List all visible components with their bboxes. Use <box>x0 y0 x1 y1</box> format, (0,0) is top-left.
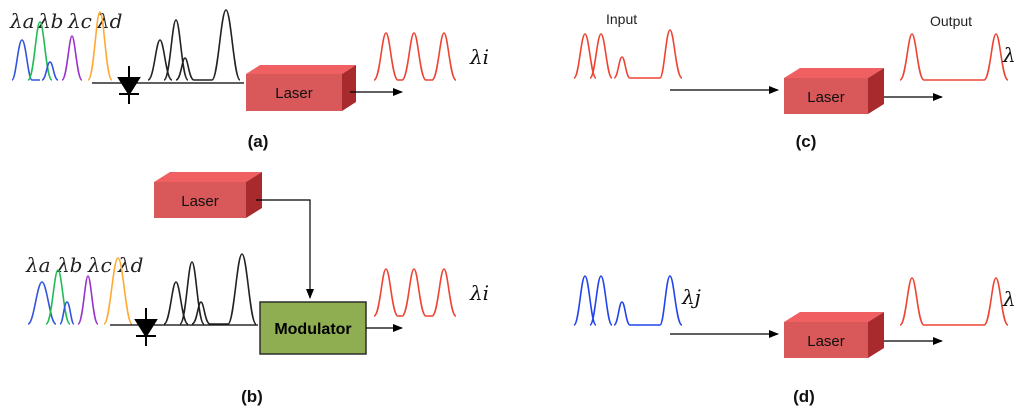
panel-a-laser-label: Laser <box>275 85 313 102</box>
panel-b-modulator: Modulator <box>259 301 367 355</box>
lambda-b-label: λb <box>37 9 63 33</box>
panel-c-output-spectrum <box>899 33 1009 81</box>
peak-lambda-c <box>61 35 83 81</box>
panel-c-laser-label: Laser <box>807 89 845 106</box>
panel-d-laser-label: Laser <box>807 333 845 350</box>
panel-b-wavelength-labels: λa λb λc λd <box>25 253 143 277</box>
panel-c-laser: Laser <box>784 68 884 114</box>
panel-d-input-label: λj <box>681 285 701 309</box>
peak-lambda-d <box>87 11 113 81</box>
panel-d-laser: Laser <box>784 312 884 358</box>
panel-d-input-spectrum <box>573 275 683 326</box>
lambda-a-label: λa <box>9 9 35 33</box>
panel-a-detected-peaks <box>147 9 241 81</box>
panel-a-input-peaks <box>11 11 113 81</box>
panel-d-output-label: λ <box>1002 287 1016 311</box>
panel-a-laser: Laser <box>246 65 356 111</box>
panel-a-output-label: λi <box>469 45 489 69</box>
modulator-label: Modulator <box>274 321 351 338</box>
panel-c-caption: (c) <box>796 132 817 151</box>
panel-c-input-label: Input <box>606 11 637 27</box>
lambda-c-label: λc <box>67 9 92 33</box>
panel-b-laser: Laser <box>154 172 262 218</box>
panel-b-output-label: λi <box>469 281 489 305</box>
panel-c: Input Laser Output λ (c) <box>573 11 1016 151</box>
lambda-b-label: λb <box>56 253 82 277</box>
panel-b-caption: (b) <box>241 387 263 406</box>
lambda-a-label: λa <box>25 253 51 277</box>
panel-b: Laser λa λb λc λd M <box>25 172 489 406</box>
panel-a-caption: (a) <box>248 132 269 151</box>
peak-lambda-b-small <box>41 61 59 81</box>
panel-c-input-spectrum <box>573 29 683 79</box>
panel-d: λj Laser λ (d) <box>573 275 1016 406</box>
panel-b-photodiode <box>134 308 158 346</box>
panel-d-caption: (d) <box>793 387 815 406</box>
panel-b-laser-label: Laser <box>181 193 219 210</box>
panel-b-input-peaks <box>27 257 133 325</box>
panel-a-output-spectrum <box>373 32 457 81</box>
panel-a-wavelength-labels: λa λb λc λd <box>9 9 122 33</box>
lambda-c-label: λc <box>87 253 112 277</box>
panel-b-detected-peaks <box>163 253 257 325</box>
panel-a: λa λb λc λd Laser <box>9 9 489 151</box>
panel-c-output-title: Output <box>930 13 972 29</box>
panel-c-output-label: λ <box>1002 43 1016 67</box>
panel-d-output-spectrum <box>899 277 1009 326</box>
panel-b-output-spectrum <box>373 268 457 317</box>
panel-b-laser-to-modulator <box>256 199 314 299</box>
panel-a-photodiode <box>117 66 141 104</box>
